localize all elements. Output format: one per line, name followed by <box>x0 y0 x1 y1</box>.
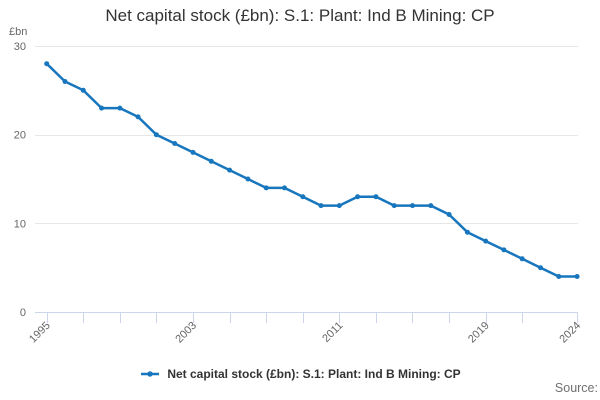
data-point-marker <box>556 274 562 279</box>
x-tick-label: 1995 <box>27 320 53 346</box>
x-tick-label: 2019 <box>466 320 492 346</box>
data-point-marker <box>373 194 379 200</box>
data-point-marker <box>282 185 287 191</box>
gridlines <box>35 46 578 224</box>
legend-label: Net capital stock (£bn): S.1: Plant: Ind… <box>167 367 461 381</box>
data-point-marker <box>538 265 543 271</box>
data-point-marker <box>44 61 50 67</box>
x-axis-labels: 1995 2003 2011 2019 2024 <box>27 320 583 346</box>
data-point-marker <box>574 274 580 279</box>
data-point-marker <box>172 141 178 146</box>
data-point-marker <box>80 87 86 93</box>
data-point-marker <box>117 105 123 111</box>
data-point-marker <box>428 203 434 209</box>
x-tick-label: 2024 <box>557 320 583 346</box>
y-tick-label: 10 <box>14 218 26 230</box>
x-tick-label: 2003 <box>173 320 199 346</box>
legend-marker-icon <box>141 371 160 377</box>
y-axis-labels: 0 10 20 30 <box>14 41 26 319</box>
y-tick-label: 20 <box>14 130 26 142</box>
source-label: Source: <box>554 381 598 395</box>
data-point-marker <box>62 79 68 84</box>
y-tick-label: 0 <box>20 307 26 319</box>
data-point-marker <box>208 158 214 164</box>
data-point-marker <box>446 212 452 217</box>
x-tick-label: 2011 <box>320 320 345 345</box>
data-point-marker <box>153 132 159 138</box>
data-point-marker <box>355 194 361 200</box>
data-point-marker <box>245 176 251 182</box>
legend-item[interactable]: Net capital stock (£bn): S.1: Plant: Ind… <box>0 364 600 384</box>
data-point-marker <box>501 247 507 253</box>
data-point-marker <box>227 167 233 173</box>
data-point-marker <box>99 105 105 111</box>
data-point-marker <box>483 238 489 244</box>
y-tick-label: 30 <box>14 41 26 53</box>
data-point-marker <box>464 229 470 235</box>
series-line <box>45 62 579 278</box>
data-point-marker <box>391 203 397 209</box>
data-point-marker <box>190 149 196 155</box>
data-point-marker <box>263 185 269 191</box>
data-point-marker <box>410 203 415 209</box>
chart-title: Net capital stock (£bn): S.1: Plant: Ind… <box>105 6 495 25</box>
data-point-marker <box>519 256 525 262</box>
x-axis <box>35 312 578 323</box>
data-point-marker <box>135 114 141 120</box>
data-point-marker <box>300 194 306 200</box>
data-point-marker <box>336 203 342 209</box>
y-axis-unit-label: £bn <box>9 26 28 38</box>
data-series <box>44 61 580 279</box>
data-point-marker <box>318 203 324 209</box>
